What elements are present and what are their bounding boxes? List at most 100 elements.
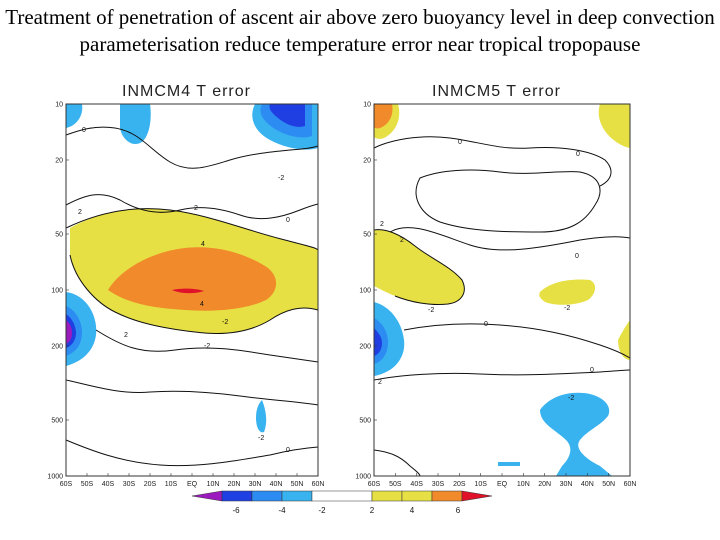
- x-tick-label: 30S: [123, 481, 136, 488]
- contour-label: -2: [258, 435, 264, 442]
- panel-inmcm5: INMCM5 T error: [355, 83, 636, 488]
- y-tick-label: 50: [55, 232, 63, 239]
- colorbar-label: 4: [410, 506, 415, 515]
- x-tick-label: 40S: [410, 481, 423, 488]
- cell-pos-inmcm5-mid: [539, 279, 596, 305]
- cell-neg8-inmcm4-left: [66, 320, 72, 344]
- y-ticks-inmcm5: 10 20 50 100 200 500 1000: [355, 102, 377, 481]
- contour-label: 4: [201, 241, 205, 248]
- contour-label: -2: [278, 175, 284, 182]
- colorbar-bin-p4: [401, 490, 433, 502]
- x-tick-label: 10N: [207, 481, 220, 488]
- contour-line-inmcm5-2: [415, 169, 601, 233]
- cell-neg6-inmcm4-top: [269, 104, 305, 127]
- colorbar-label: -4: [278, 506, 286, 515]
- contour-line-inmcm5-1: [373, 136, 612, 187]
- colorbar-bin-zero: [311, 490, 373, 502]
- colorbar-label: 6: [456, 506, 461, 515]
- contour-label: 2: [400, 237, 404, 244]
- contour-lines-inmcm4: [65, 126, 319, 467]
- y-tick-label: 100: [51, 288, 63, 295]
- contour-line-inmcm5-5: [403, 323, 631, 359]
- x-tick-label: 10S: [165, 481, 178, 488]
- x-tick-label: 30N: [249, 481, 262, 488]
- y-tick-label: 200: [359, 343, 371, 350]
- contour-labels-inmcm5: 0 0 2 0 2 -2 0 -2 2 -2 0: [378, 139, 594, 402]
- cell-pos-inmcm5-right: [618, 320, 630, 360]
- contour-line-inmcm4-1: [65, 126, 319, 169]
- x-tick-label: 50S: [81, 481, 94, 488]
- contour-line-inmcm5-4: [389, 227, 631, 251]
- contour-label: 0: [590, 367, 594, 374]
- contour-label: 4: [200, 301, 204, 308]
- x-tick-label: 20S: [453, 481, 466, 488]
- slide-title: Treatment of penetration of ascent air a…: [5, 5, 715, 56]
- y-tick-label: 10: [55, 102, 63, 109]
- x-tick-label: 60N: [624, 481, 637, 488]
- cell-neg-inmcm4-topmid: [120, 104, 151, 145]
- contour-label: -2: [222, 319, 228, 326]
- colorbar-bin-p2: [371, 490, 403, 502]
- x-tick-label: 60S: [368, 481, 381, 488]
- contour-line-inmcm4-3: [65, 208, 319, 251]
- x-tick-label: 20N: [538, 481, 551, 488]
- x-ticks-inmcm5: 60S 50S 40S 30S 20S 10S EQ 10N 20N 30N 40N 50N 60N: [368, 473, 637, 488]
- cell-pos-inmcm5-band: [374, 229, 465, 305]
- x-tick-label: 20S: [144, 481, 157, 488]
- x-tick-label: 50S: [389, 481, 402, 488]
- x-tick-label: 30S: [432, 481, 445, 488]
- x-tick-label: 10S: [474, 481, 487, 488]
- contour-fill-inmcm5: [374, 104, 630, 476]
- contour-label: 0: [576, 151, 580, 158]
- contour-line-inmcm4-6: [65, 379, 319, 406]
- x-tick-label: 30N: [560, 481, 573, 488]
- colorbar: -6 -4 -2 2 4 6: [191, 490, 493, 515]
- contour-label: -2: [204, 343, 210, 350]
- y-tick-label: 20: [55, 157, 63, 164]
- colorbar-bin-n2: [281, 490, 313, 502]
- x-tick-label: 20N: [228, 481, 241, 488]
- colorbar-label: -6: [232, 506, 240, 515]
- colorbar-bin-n6: [221, 490, 253, 502]
- x-ticks-inmcm4: 60S 50S 40S 30S 20S 10S EQ 10N 20N 30N 40N 50N 60N: [60, 473, 324, 488]
- panel-title-inmcm5: INMCM5 T error: [432, 83, 561, 100]
- contour-label: -2: [564, 305, 570, 312]
- cell-neg-inmcm5-hourglass: [540, 392, 612, 476]
- colorbar-label: 2: [370, 506, 375, 515]
- cell-neg6-inmcm5-left: [374, 328, 382, 356]
- y-tick-label: 20: [363, 157, 371, 164]
- y-tick-label: 500: [51, 418, 63, 425]
- y-tick-label: 10: [363, 102, 371, 109]
- x-tick-label: 50N: [602, 481, 615, 488]
- contour-label: 0: [82, 127, 86, 134]
- cell-neg-inmcm5-bottom: [498, 462, 520, 466]
- contour-label: 2: [380, 221, 384, 228]
- cell-pos4-inmcm4: [108, 247, 277, 311]
- contour-line-inmcm4-7: [65, 439, 319, 467]
- contour-line-inmcm5-7: [373, 449, 421, 477]
- x-tick-label: 10N: [517, 481, 530, 488]
- y-tick-label: 1000: [47, 474, 63, 481]
- cell-neg-inmcm4-topleft: [66, 104, 83, 128]
- y-tick-label: 100: [359, 288, 371, 295]
- cell-pos4-inmcm5-topleft: [374, 104, 393, 129]
- contour-line-inmcm5-6: [373, 369, 631, 381]
- y-tick-label: 200: [51, 343, 63, 350]
- y-ticks-inmcm4: 10 20 50 100 200 500 1000: [47, 102, 69, 481]
- contour-label: 0: [575, 253, 579, 260]
- contour-label: 2: [78, 209, 82, 216]
- contour-label: 0: [286, 447, 290, 454]
- x-tick-label: 60S: [60, 481, 73, 488]
- contour-label: 0: [458, 139, 462, 146]
- colorbar-bin-p6: [431, 490, 463, 502]
- x-tick-label: 40N: [581, 481, 594, 488]
- contour-lines-inmcm5: [373, 136, 631, 477]
- contour-label: 0: [286, 217, 290, 224]
- colorbar-arrow-left: [191, 490, 223, 502]
- contour-label: 2: [194, 205, 198, 212]
- contour-label: 2: [124, 332, 128, 339]
- y-tick-label: 50: [363, 232, 371, 239]
- contour-fill-inmcm4: [66, 104, 318, 433]
- x-tick-label: EQ: [497, 481, 508, 488]
